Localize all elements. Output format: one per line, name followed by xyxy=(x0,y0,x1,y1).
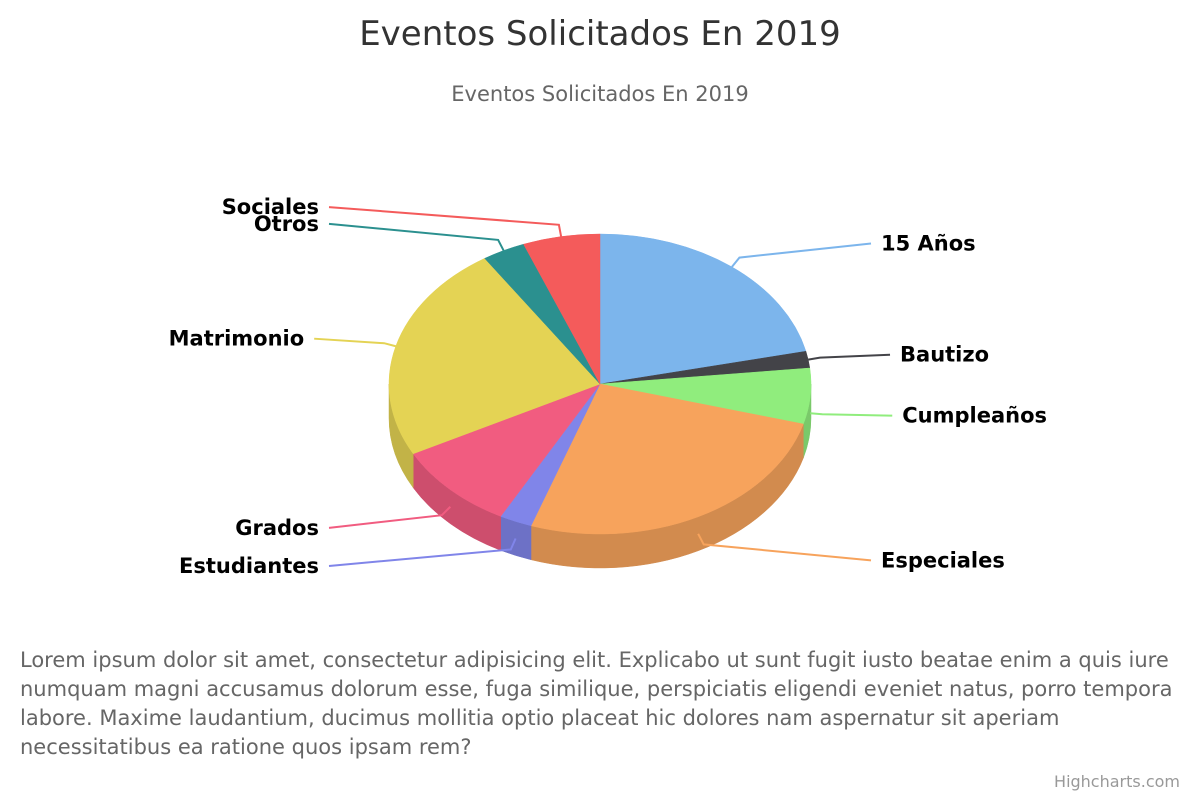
connector-15-anos xyxy=(731,242,872,268)
data-label-matrimonio: Matrimonio xyxy=(169,327,305,351)
connector-estudiantes xyxy=(328,538,517,567)
chart-subtitle: Eventos Solicitados En 2019 xyxy=(451,82,749,106)
pie-slices xyxy=(388,233,812,535)
connector-matrimonio xyxy=(314,337,397,348)
pie-chart: 15 Años Bautizo Cumpleaños Especiales Estudi… xyxy=(169,195,1047,578)
pie-slice-grados[interactable] xyxy=(412,383,601,517)
connector-especiales xyxy=(697,533,872,562)
connector-otros xyxy=(328,222,505,252)
data-label-15-anos: 15 Años xyxy=(881,232,976,256)
data-label-especiales: Especiales xyxy=(881,548,1005,572)
connector-bautizo xyxy=(808,353,891,361)
description-text: Lorem ipsum dolor sit amet, consectetur … xyxy=(20,648,1173,759)
connector-grados xyxy=(328,506,452,529)
connector-sociales xyxy=(328,206,563,237)
pie-slice-15-anos[interactable] xyxy=(599,233,807,385)
data-label-otros: Otros xyxy=(254,212,319,236)
data-label-cumpleanos: Cumpleaños xyxy=(902,404,1047,428)
credits-link[interactable]: Highcharts.com xyxy=(1054,772,1180,791)
data-label-bautizo: Bautizo xyxy=(900,343,989,367)
pie-slice-sociales[interactable] xyxy=(523,233,601,385)
data-label-connectors xyxy=(314,206,893,567)
data-label-grados: Grados xyxy=(235,516,319,540)
connector-cumpleanos xyxy=(810,412,893,417)
data-label-estudiantes: Estudiantes xyxy=(179,554,319,578)
data-labels: 15 Años Bautizo Cumpleaños Especiales Estudi… xyxy=(169,195,1047,578)
data-label-sociales: Sociales xyxy=(222,195,319,219)
pie-slice-especiales[interactable] xyxy=(530,383,804,535)
chart-title: Eventos Solicitados En 2019 xyxy=(359,14,841,54)
